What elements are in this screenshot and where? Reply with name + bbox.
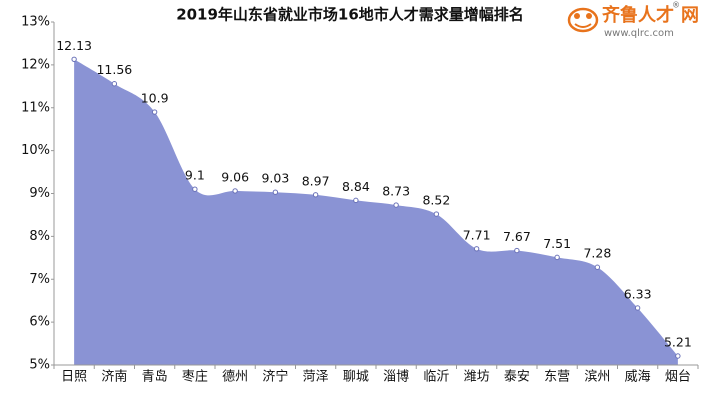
y-tick-label: 9% — [29, 186, 50, 201]
point — [151, 109, 158, 115]
point — [272, 189, 279, 195]
data-label: 7.51 — [543, 236, 571, 251]
area — [74, 59, 678, 366]
logo-eye — [586, 13, 592, 19]
point — [473, 246, 480, 252]
point — [393, 202, 399, 208]
y-tick-label: 6% — [29, 315, 50, 330]
y-tick-label: 7% — [29, 272, 50, 287]
data-label: 7.71 — [463, 227, 491, 242]
x-tick-label: 聊城 — [343, 370, 369, 385]
point — [71, 56, 77, 63]
x-tick-label: 菏泽 — [303, 370, 329, 385]
data-label: 9.06 — [221, 169, 249, 184]
point — [353, 197, 359, 204]
logo-eye — [574, 13, 580, 19]
x-tick-label: 潍坊 — [464, 370, 490, 385]
x-tick-label: 临沂 — [423, 370, 449, 385]
point — [514, 247, 520, 254]
logo-url: www.qlrc.com — [604, 28, 674, 39]
data-label: 8.84 — [342, 179, 370, 194]
chart-title: 2019年山东省就业市场16地市人才需求量增幅排名 — [176, 6, 524, 24]
x-tick-label: 日照 — [61, 370, 87, 385]
point — [433, 211, 440, 217]
data-label: 8.97 — [302, 173, 330, 188]
data-label: 10.9 — [141, 91, 169, 106]
y-tick-label: 8% — [29, 229, 50, 244]
point — [675, 353, 681, 359]
data-label: 6.33 — [624, 286, 652, 301]
point — [111, 81, 118, 87]
x-tick-label: 滨州 — [584, 369, 610, 385]
data-label: 8.52 — [422, 193, 450, 208]
data-label: 11.56 — [96, 62, 132, 77]
point — [634, 305, 641, 311]
data-label: 9.03 — [261, 171, 289, 186]
point — [192, 186, 198, 192]
x-tick-label: 德州 — [222, 370, 248, 385]
x-tick-label: 淄博 — [383, 370, 409, 385]
x-tick-label: 烟台 — [665, 370, 691, 385]
point — [312, 192, 319, 198]
x-tick-label: 济南 — [101, 369, 127, 385]
y-tick-label: 12% — [21, 57, 50, 72]
x-tick-label: 威海 — [625, 370, 651, 385]
logo-mouth — [574, 23, 592, 28]
x-tick-label: 泰安 — [504, 370, 530, 385]
logo: 齐鲁人才 网 ® www.qlrc.com — [567, 1, 699, 39]
x-tick-label: 青岛 — [142, 369, 168, 385]
data-label: 8.73 — [382, 184, 410, 199]
point — [554, 254, 560, 261]
y-tick-label: 13% — [21, 15, 50, 30]
point — [594, 264, 601, 270]
y-tick-label: 5% — [29, 358, 50, 373]
data-label: 12.13 — [56, 38, 92, 53]
data-label: 7.28 — [583, 246, 611, 261]
y-tick-label: 11% — [21, 100, 50, 115]
x-tick-label: 枣庄 — [182, 369, 208, 385]
y-tick-label: 10% — [21, 143, 50, 158]
logo-name: 齐鲁人才 — [602, 4, 674, 26]
x-tick-label: 济宁 — [262, 369, 288, 385]
point — [232, 188, 238, 194]
x-tick-label: 东营 — [544, 370, 570, 385]
data-label: 9.1 — [185, 168, 205, 183]
data-label: 7.67 — [503, 229, 531, 244]
logo-registered: ® — [672, 1, 680, 10]
logo-suffix: 网 — [681, 5, 699, 26]
data-label: 5.21 — [664, 334, 692, 349]
